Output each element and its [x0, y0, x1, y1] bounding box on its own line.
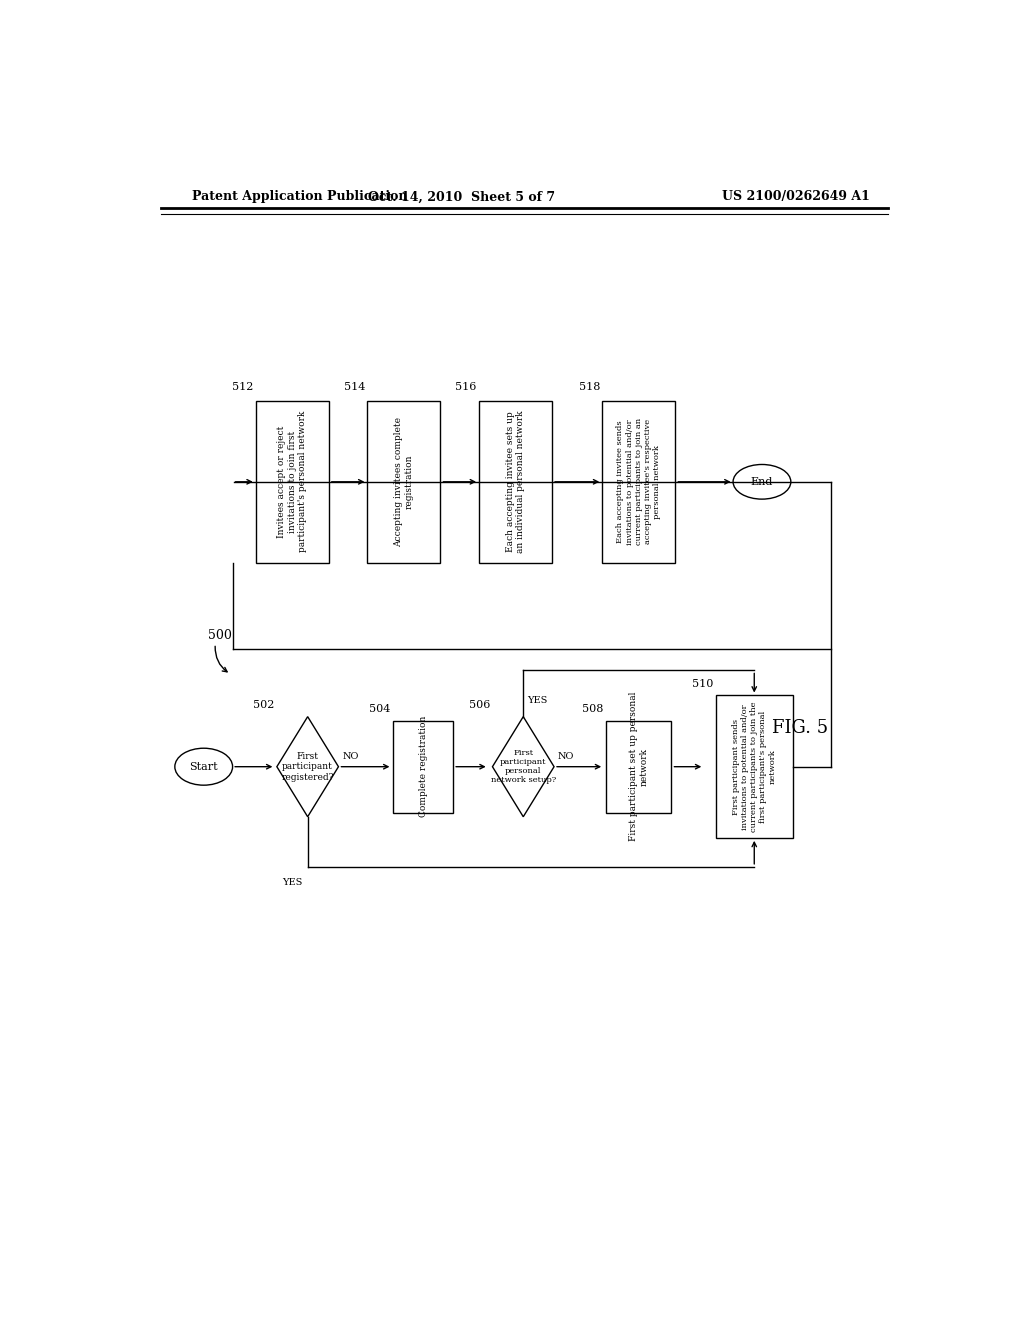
Text: First participant sends
invitations to potential and/or
current participants to : First participant sends invitations to p… — [732, 701, 776, 832]
Text: FIG. 5: FIG. 5 — [772, 719, 828, 737]
Ellipse shape — [175, 748, 232, 785]
Bar — [256, 401, 329, 562]
Text: First
participant
registered?: First participant registered? — [282, 752, 334, 781]
Text: NO: NO — [342, 751, 358, 760]
Text: End: End — [751, 477, 773, 487]
Bar — [602, 401, 676, 562]
Text: 514: 514 — [344, 381, 365, 392]
Text: US 2100/0262649 A1: US 2100/0262649 A1 — [722, 190, 869, 203]
Text: 500: 500 — [208, 630, 231, 643]
Text: YES: YES — [527, 696, 548, 705]
Text: 512: 512 — [232, 381, 253, 392]
Text: Oct. 14, 2010  Sheet 5 of 7: Oct. 14, 2010 Sheet 5 of 7 — [368, 190, 555, 203]
Bar — [716, 696, 793, 838]
Text: 508: 508 — [583, 704, 604, 714]
Text: First participant set up personal
network: First participant set up personal networ… — [629, 692, 648, 841]
Text: 506: 506 — [469, 700, 490, 710]
Bar — [368, 401, 440, 562]
Polygon shape — [493, 717, 554, 817]
Bar — [393, 721, 454, 813]
Text: 502: 502 — [253, 700, 274, 710]
Text: Accepting invitees complete
registration: Accepting invitees complete registration — [394, 417, 414, 546]
Text: 504: 504 — [370, 704, 391, 714]
Text: 516: 516 — [456, 381, 477, 392]
Text: Start: Start — [189, 762, 218, 772]
Text: First
participant
personal
network setup?: First participant personal network setup… — [490, 748, 556, 784]
Bar — [479, 401, 552, 562]
Polygon shape — [276, 717, 339, 817]
Text: Complete registration: Complete registration — [419, 715, 428, 817]
Text: Each accepting invitee sets up
an individual personal network: Each accepting invitee sets up an indivi… — [506, 411, 525, 553]
Text: 518: 518 — [579, 381, 600, 392]
Text: Invitees accept or reject
invitations to join first
participant's personal netwo: Invitees accept or reject invitations to… — [278, 411, 307, 553]
Text: Patent Application Publication: Patent Application Publication — [193, 190, 408, 203]
Text: YES: YES — [282, 878, 302, 887]
Bar — [606, 721, 672, 813]
Text: Each accepting invitee sends
invitations to potential and/or
current participant: Each accepting invitee sends invitations… — [616, 418, 662, 545]
Text: NO: NO — [558, 751, 574, 760]
Ellipse shape — [733, 465, 791, 499]
Text: 510: 510 — [692, 678, 714, 689]
